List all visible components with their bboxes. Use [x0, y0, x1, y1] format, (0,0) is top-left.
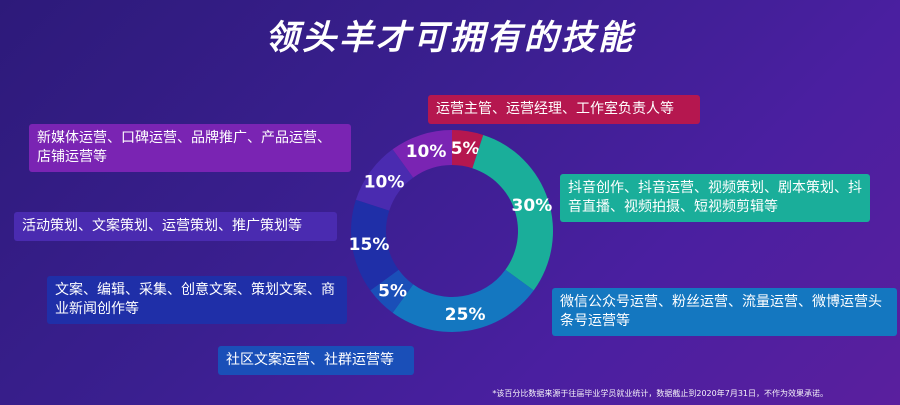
slice-value-label: 10%: [364, 173, 405, 193]
label-management: 运营主管、运营经理、工作室负责人等: [428, 95, 700, 124]
slice-value-label: 10%: [406, 142, 447, 162]
slice-value-label: 5%: [378, 281, 407, 301]
label-copywriting: 文案、编辑、采集、创意文案、策划文案、商业新闻创作等: [47, 276, 347, 324]
donut-slice: [392, 269, 534, 332]
slice-value-label: 30%: [512, 196, 553, 216]
slice-value-label: 25%: [445, 305, 486, 325]
donut-slice: [351, 199, 399, 291]
donut-slice: [392, 130, 452, 178]
page-title: 领头羊才可拥有的技能: [265, 18, 635, 58]
label-new-media: 新媒体运营、口碑运营、品牌推广、产品运营、店铺运营等: [29, 124, 351, 172]
donut-slice: [452, 130, 484, 169]
donut-slice: [355, 149, 414, 211]
donut-slice: [472, 134, 553, 291]
slice-value-label: 5%: [451, 139, 480, 159]
label-douyin: 抖音创作、抖音运营、视频策划、剧本策划、抖音直播、视频拍摄、短视频剪辑等: [560, 174, 870, 222]
footnote: *该百分比数据来源于往届毕业学员就业统计，数据截止到2020年7月31日，不作为…: [492, 389, 828, 398]
slice-value-label: 15%: [349, 235, 390, 255]
label-wechat: 微信公众号运营、粉丝运营、流量运营、微博运营头条号运营等: [552, 288, 897, 336]
label-planning: 活动策划、文案策划、运营策划、推广策划等: [14, 212, 337, 241]
donut-slice: [370, 269, 414, 313]
label-community: 社区文案运营、社群运营等: [218, 346, 414, 375]
